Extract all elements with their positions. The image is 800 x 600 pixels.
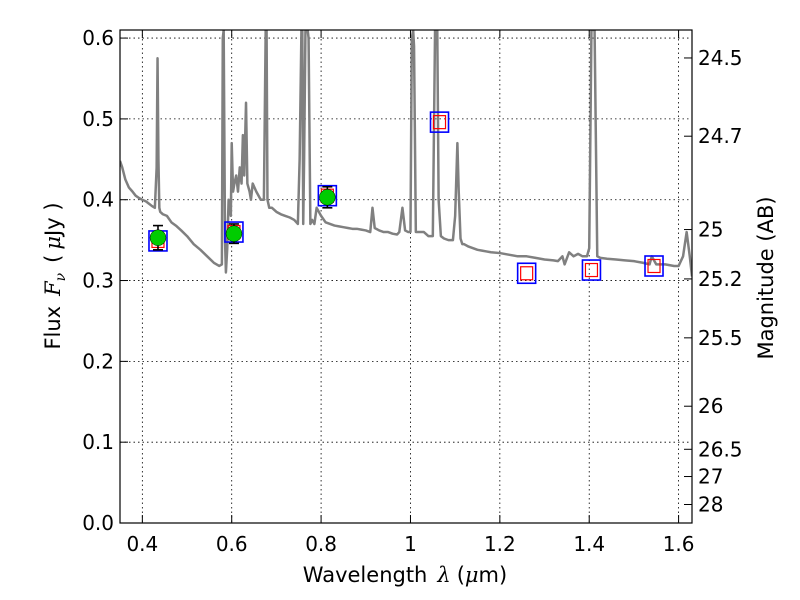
x-tick-label: 0.4 xyxy=(126,532,158,556)
y-tick-label: 0.6 xyxy=(82,26,114,50)
open-square-marker xyxy=(516,262,537,285)
y-tick-label: 0.4 xyxy=(82,188,114,212)
x-tick-label: 1.2 xyxy=(484,532,516,556)
y2-tick-label: 25 xyxy=(698,218,723,242)
photometry-point xyxy=(149,229,167,246)
y-axis-label: FluxFν(μJy ) xyxy=(41,202,69,349)
y2-tick-label: 24.7 xyxy=(698,124,743,148)
y-tick-label: 0.5 xyxy=(82,107,114,131)
open-square-inner-marker xyxy=(520,266,534,281)
y2-tick-label: 26.5 xyxy=(698,437,743,461)
y2-axis-label: Magnitude (AB) xyxy=(754,196,778,359)
open-square-inner-marker xyxy=(584,262,599,278)
x-tick-label: 1.6 xyxy=(663,532,695,556)
x-tick-label: 0.8 xyxy=(305,532,337,556)
y-tick-label: 0.2 xyxy=(82,349,114,373)
y2-tick-label: 25.5 xyxy=(698,326,743,350)
y-tick-label: 0.0 xyxy=(82,511,114,535)
y2-tick-label: 27 xyxy=(698,465,723,489)
x-tick-label: 1 xyxy=(404,532,417,556)
open-square-inner-marker xyxy=(432,115,447,130)
model-spectrum-line xyxy=(120,30,692,277)
y-tick-label: 0.1 xyxy=(82,430,114,454)
plot-frame xyxy=(119,29,693,524)
y2-tick-label: 24.5 xyxy=(698,46,743,70)
photometry-point xyxy=(225,225,243,242)
open-square-marker xyxy=(581,259,602,281)
x-tick-label: 0.6 xyxy=(216,532,248,556)
open-square-marker xyxy=(644,255,664,277)
grid xyxy=(120,30,692,524)
x-axis-label: Wavelength λ (μm) xyxy=(303,563,507,587)
open-square-marker xyxy=(429,111,450,133)
open-square-inner-marker xyxy=(647,258,661,274)
y2-tick-label: 25.2 xyxy=(698,267,743,291)
ticks: 0.4 0.6 0.8 1 1.2 1.4 1.6 0.0 0.1 0.2 0.3 0.4 0.5 0.6… xyxy=(82,26,742,556)
plot-area xyxy=(120,30,692,285)
y-tick-label: 0.3 xyxy=(82,269,114,293)
x-tick-label: 1.4 xyxy=(573,532,605,556)
y2-tick-label: 28 xyxy=(698,492,723,516)
photometry-point xyxy=(319,189,336,206)
y2-tick-label: 26 xyxy=(698,394,723,418)
